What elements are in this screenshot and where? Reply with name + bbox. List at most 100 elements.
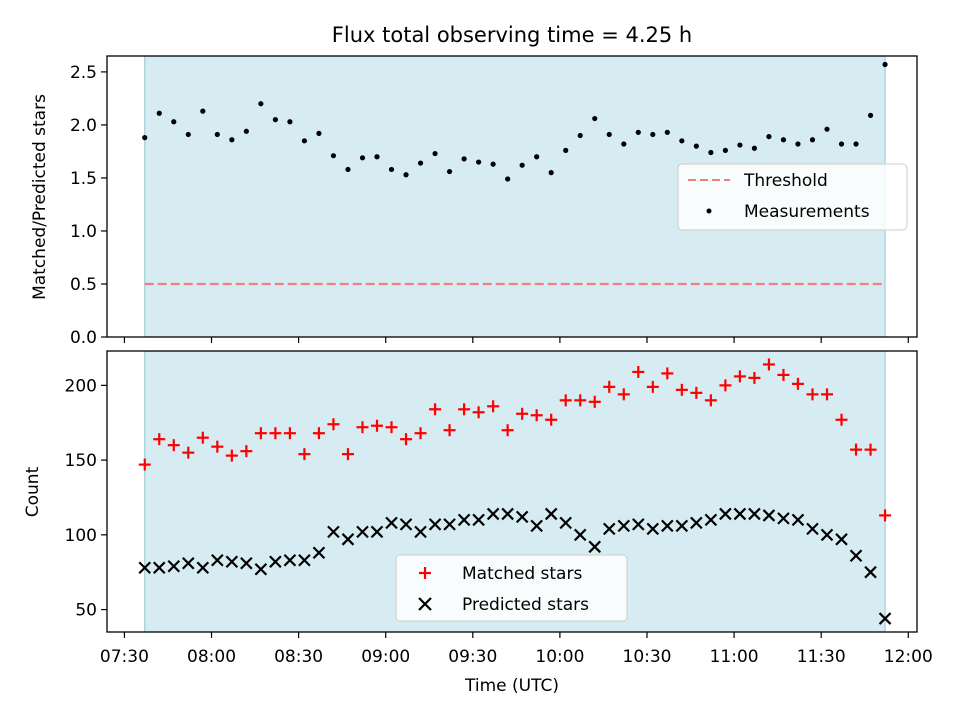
matched-star-point bbox=[400, 433, 413, 446]
predicted-star-point bbox=[211, 553, 224, 567]
measurement-point bbox=[171, 119, 177, 125]
predicted-star-point bbox=[196, 561, 210, 575]
ratio-y-tick-label: 0.5 bbox=[70, 275, 97, 295]
measurement-point bbox=[722, 147, 728, 153]
predicted-star-point bbox=[835, 533, 848, 546]
matched-star-point bbox=[588, 395, 601, 408]
matched-star-point bbox=[312, 427, 325, 440]
predicted-star-point bbox=[501, 507, 514, 521]
predicted-star-point bbox=[370, 525, 384, 539]
matched-star-point bbox=[632, 365, 645, 378]
ratio-y-tick-label: 2.0 bbox=[70, 116, 97, 136]
matched-star-point bbox=[211, 440, 224, 453]
count-y-tick-label: 150 bbox=[65, 451, 97, 471]
matched-star-point bbox=[153, 433, 166, 446]
matched-star-point bbox=[269, 427, 282, 440]
x-tick-label: 09:30 bbox=[448, 647, 497, 667]
legend-matched-swatch bbox=[419, 567, 431, 579]
predicted-star-point bbox=[356, 525, 369, 539]
measurement-point bbox=[708, 149, 714, 156]
figure-title: Flux total observing time = 4.25 h bbox=[332, 23, 692, 47]
predicted-star-point bbox=[472, 513, 485, 527]
matched-star-point bbox=[516, 407, 529, 420]
predicted-star-point bbox=[762, 509, 776, 522]
predicted-star-point bbox=[457, 513, 471, 527]
predicted-star-point bbox=[269, 555, 282, 569]
x-tick-label: 12:00 bbox=[884, 647, 933, 667]
matched-star-point bbox=[371, 419, 383, 432]
matched-star-point bbox=[385, 421, 398, 434]
predicted-star-point bbox=[690, 516, 703, 530]
count-y-axis-label: Count bbox=[23, 466, 43, 517]
predicted-star-point bbox=[820, 528, 834, 542]
measurement-point bbox=[461, 156, 467, 162]
x-tick-label: 11:00 bbox=[710, 647, 759, 667]
matched-star-point bbox=[603, 380, 616, 393]
measurement-point bbox=[446, 168, 453, 175]
measurement-point bbox=[795, 141, 801, 147]
measurement-point bbox=[403, 172, 409, 178]
predicted-star-point bbox=[704, 513, 718, 527]
predicted-star-point bbox=[327, 525, 340, 539]
measurement-point bbox=[359, 155, 366, 161]
predicted-star-point bbox=[864, 565, 877, 579]
matched-star-point bbox=[298, 448, 311, 461]
predicted-star-point bbox=[661, 519, 674, 533]
predicted-star-point bbox=[298, 553, 311, 567]
measurement-point bbox=[229, 137, 235, 143]
measurement-point bbox=[577, 132, 583, 139]
predicted-star-point bbox=[428, 518, 442, 531]
predicted-star-point bbox=[341, 533, 355, 546]
predicted-star-point bbox=[530, 519, 543, 533]
count-y-tick-label: 100 bbox=[65, 526, 97, 546]
predicted-star-point bbox=[283, 553, 297, 567]
matched-star-point bbox=[661, 367, 674, 380]
measurement-point bbox=[301, 138, 308, 144]
matched-star-point bbox=[719, 379, 732, 392]
matched-star-point bbox=[327, 418, 340, 431]
measurement-point bbox=[650, 131, 656, 138]
matched-star-point bbox=[501, 424, 514, 437]
matched-star-point bbox=[487, 400, 500, 413]
predicted-star-point bbox=[443, 518, 456, 531]
x-tick-label: 08:00 bbox=[187, 647, 236, 667]
matched-star-point bbox=[414, 427, 427, 440]
predicted-star-point bbox=[414, 525, 427, 539]
legend-measurements-swatch bbox=[706, 208, 712, 214]
count-y-tick-label: 200 bbox=[65, 376, 97, 396]
predicted-star-point bbox=[399, 518, 413, 531]
matched-star-point bbox=[545, 413, 558, 426]
predicted-star-point bbox=[544, 507, 558, 521]
matched-star-point bbox=[254, 427, 267, 440]
legend-predicted-label: Predicted stars bbox=[462, 595, 589, 615]
matched-star-point bbox=[821, 388, 833, 401]
count-legend: Matched stars Predicted stars bbox=[395, 554, 628, 622]
measurement-point bbox=[635, 129, 641, 135]
matched-star-point bbox=[443, 424, 456, 437]
measurement-point bbox=[809, 137, 816, 143]
measurement-point bbox=[432, 150, 438, 157]
measurement-point bbox=[388, 166, 395, 173]
predicted-star-point bbox=[646, 522, 660, 536]
matched-star-point bbox=[182, 446, 195, 459]
matched-star-point bbox=[864, 443, 877, 456]
legend-matched-label: Matched stars bbox=[462, 564, 582, 584]
count-y-ticks: 50 100 150 200 bbox=[65, 376, 107, 621]
measurement-point bbox=[534, 154, 540, 160]
matched-star-point bbox=[777, 368, 790, 381]
measurement-point bbox=[737, 142, 743, 148]
matched-star-point bbox=[704, 394, 717, 407]
measurement-point bbox=[200, 108, 206, 114]
measurement-point bbox=[867, 112, 874, 118]
measurement-point bbox=[679, 138, 685, 144]
matched-star-point bbox=[225, 449, 238, 462]
predicted-star-point bbox=[515, 510, 529, 524]
matched-star-point bbox=[138, 458, 151, 471]
predicted-star-point bbox=[167, 559, 181, 573]
legend-threshold-label: Threshold bbox=[743, 171, 828, 191]
count-legend-box bbox=[395, 554, 628, 622]
ratio-y-axis-label: Matched/Predicted stars bbox=[30, 94, 50, 300]
ratio-y-tick-label: 1.0 bbox=[70, 222, 97, 242]
measurement-point bbox=[214, 131, 220, 138]
matched-star-point bbox=[675, 383, 688, 396]
